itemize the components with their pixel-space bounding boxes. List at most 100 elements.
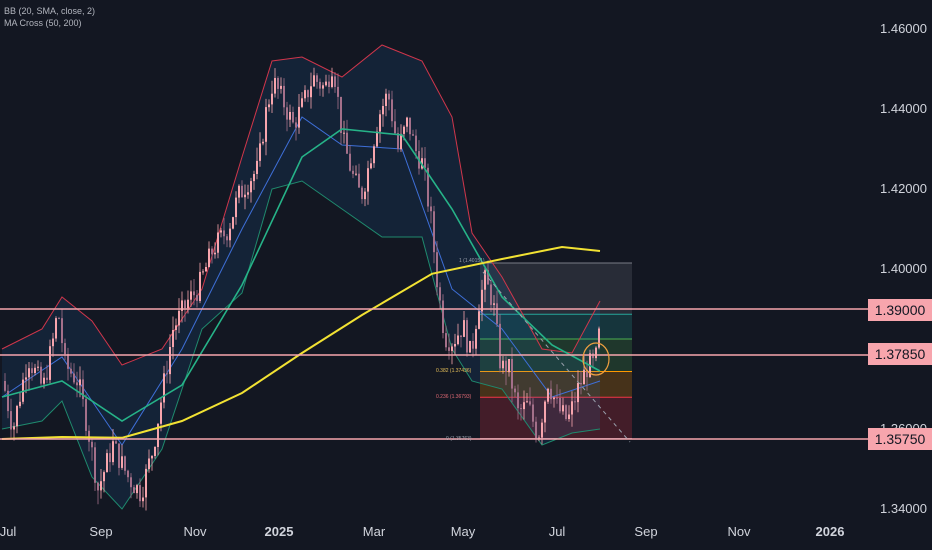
candle-body bbox=[337, 86, 339, 97]
candle-body bbox=[313, 75, 315, 87]
candle-body bbox=[85, 399, 87, 431]
projection-dashed-line[interactable] bbox=[482, 271, 631, 443]
fib-label-0236: 0.236 (1.36793) bbox=[436, 394, 472, 400]
level-badge-135750[interactable]: 1.35750 bbox=[868, 428, 932, 450]
candle-body bbox=[91, 441, 93, 448]
candle-body bbox=[205, 267, 207, 272]
candle-body bbox=[10, 411, 12, 430]
candle-body bbox=[457, 335, 459, 345]
candle-body bbox=[178, 310, 180, 326]
candle-body bbox=[523, 402, 525, 410]
candle-body bbox=[136, 485, 138, 494]
candle-body bbox=[28, 368, 30, 378]
x-tick-label: Jul bbox=[0, 524, 16, 539]
candle-body bbox=[439, 287, 441, 301]
candle-body bbox=[187, 299, 189, 309]
annotations[interactable] bbox=[482, 271, 631, 443]
highlight-circle[interactable] bbox=[582, 342, 610, 376]
candle-body bbox=[19, 401, 21, 407]
x-tick-label: May bbox=[451, 524, 476, 539]
candle-body bbox=[124, 456, 126, 471]
candle-body bbox=[364, 191, 366, 200]
bollinger-band-fill bbox=[2, 45, 600, 509]
horizontal-levels[interactable] bbox=[0, 308, 868, 440]
candle-body bbox=[214, 252, 216, 255]
bb-basis-line bbox=[1, 116, 601, 446]
candle-body bbox=[361, 187, 363, 200]
y-tick-label: 1.40000 bbox=[880, 261, 927, 276]
candle-body bbox=[199, 271, 201, 301]
price-axis[interactable]: 1.460001.440001.420001.400001.360001.340… bbox=[880, 21, 927, 516]
moving-averages bbox=[1, 128, 601, 440]
candle-body bbox=[577, 383, 579, 403]
candle-body bbox=[517, 392, 519, 409]
candle-body bbox=[193, 291, 195, 296]
candle-body bbox=[238, 185, 240, 198]
candle-body bbox=[169, 347, 171, 375]
candle-body bbox=[58, 318, 60, 320]
bb-upper-line bbox=[1, 44, 601, 366]
candle-body bbox=[202, 271, 204, 273]
x-tick-label: 2025 bbox=[265, 524, 294, 539]
candle-body bbox=[448, 347, 450, 351]
candle-body bbox=[490, 284, 492, 305]
candle-body bbox=[271, 93, 273, 105]
candle-body bbox=[409, 117, 411, 135]
candle-body bbox=[565, 405, 567, 419]
candle-body bbox=[367, 168, 369, 192]
fibonacci-labels: 1 (1.40151) 0.382 (1.37436) 0.236 (1.367… bbox=[436, 258, 485, 442]
fib-zone-0 bbox=[480, 262, 632, 315]
candle-body bbox=[37, 366, 39, 368]
candle-body bbox=[43, 377, 45, 384]
candle-body bbox=[526, 401, 528, 403]
candle-body bbox=[277, 78, 279, 89]
candle-body bbox=[472, 341, 474, 349]
candle-body bbox=[412, 134, 414, 136]
candle-body bbox=[478, 311, 480, 329]
candle-body bbox=[328, 81, 330, 87]
candle-body bbox=[175, 325, 177, 330]
candle-body bbox=[331, 76, 333, 87]
level-badge-139000[interactable]: 1.39000 bbox=[868, 299, 932, 321]
candle-body bbox=[52, 338, 54, 347]
candle-body bbox=[151, 456, 153, 459]
time-axis[interactable]: Jul Sep Nov 2025 Mar May Jul Sep Nov 2026 bbox=[0, 524, 844, 539]
x-tick-label: Nov bbox=[727, 524, 751, 539]
fibonacci-retracement-zones[interactable] bbox=[480, 262, 632, 439]
candle-body bbox=[595, 347, 597, 359]
candle-body bbox=[286, 107, 288, 120]
fib-label-0: 0 (1.35763) bbox=[446, 436, 472, 442]
candle-body bbox=[391, 99, 393, 122]
candle-body bbox=[103, 472, 105, 482]
candle-body bbox=[280, 85, 282, 89]
candle-body bbox=[340, 96, 342, 133]
ma50-line bbox=[1, 128, 601, 422]
candle-body bbox=[289, 112, 291, 120]
candle-body bbox=[469, 341, 471, 353]
candle-body bbox=[430, 206, 432, 212]
candle-body bbox=[505, 360, 507, 373]
candle-body bbox=[64, 343, 66, 355]
candle-body bbox=[190, 291, 192, 300]
candle-body bbox=[208, 248, 210, 267]
candle-body bbox=[460, 335, 462, 337]
candle-body bbox=[316, 75, 318, 82]
candle-body bbox=[166, 373, 168, 375]
candlesticks bbox=[4, 67, 600, 511]
candle-body bbox=[157, 423, 159, 447]
candle-body bbox=[79, 379, 81, 386]
level-badge-137850[interactable]: 1.37850 bbox=[868, 343, 932, 365]
candle-body bbox=[115, 441, 117, 444]
candle-body bbox=[547, 388, 549, 402]
candle-body bbox=[256, 160, 258, 174]
y-tick-label: 1.34000 bbox=[880, 501, 927, 516]
candle-body bbox=[259, 143, 261, 161]
ma200-line bbox=[1, 245, 601, 440]
candle-body bbox=[397, 133, 399, 149]
fib-zone-1 bbox=[480, 314, 632, 339]
candle-body bbox=[106, 453, 108, 473]
candle-body bbox=[4, 381, 6, 391]
candle-body bbox=[541, 422, 543, 438]
candle-body bbox=[481, 289, 483, 312]
